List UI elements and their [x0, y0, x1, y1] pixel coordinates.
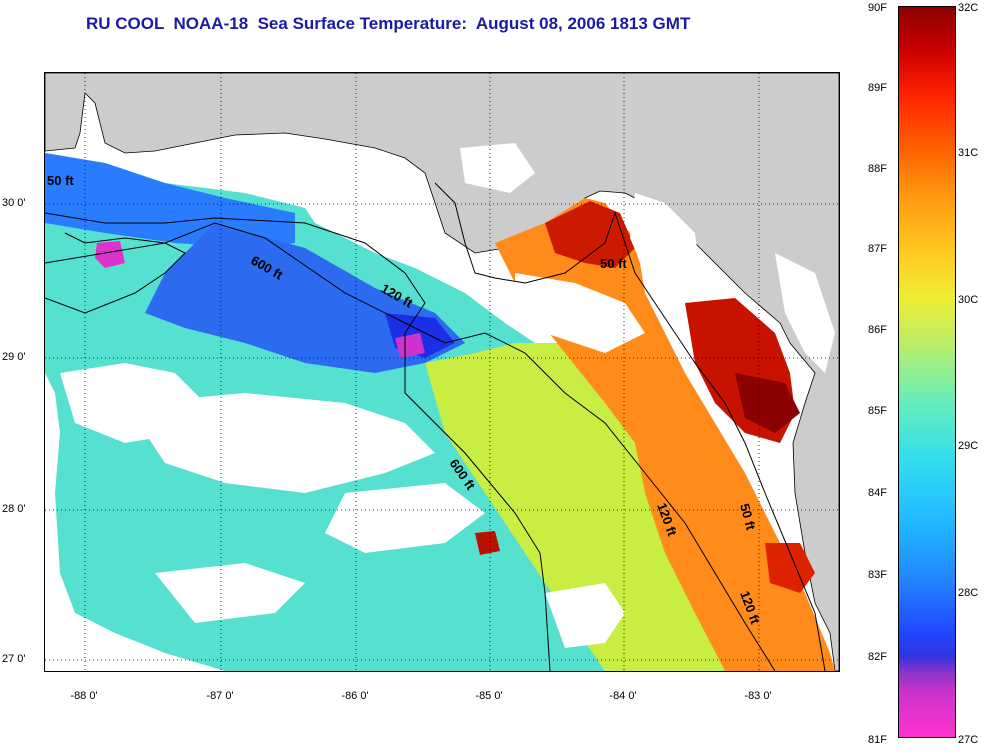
cb-label-27c: 27C: [958, 734, 979, 746]
temperature-colorbar: [898, 6, 956, 738]
map-title: RU COOL NOAA-18 Sea Surface Temperature:…: [86, 14, 691, 33]
cb-label-85f: 85F: [868, 405, 887, 417]
sst-magenta-spot-2: [395, 333, 425, 358]
cloud-patch-1: [290, 163, 440, 268]
cloud-patch-7: [155, 563, 305, 623]
cloud-patch-6: [545, 583, 625, 648]
sst-hot-spot-small: [475, 531, 500, 555]
lon-label-86: -86 0': [341, 690, 369, 702]
cb-label-31c: 31C: [958, 147, 979, 159]
lon-label-87: -87 0': [206, 690, 234, 702]
cb-label-32c: 32C: [958, 2, 979, 14]
cb-label-81f: 81F: [868, 734, 887, 746]
sst-hot-core-3: [735, 373, 800, 433]
cloud-patch-9: [775, 253, 835, 373]
lat-label-27: 27 0': [2, 653, 26, 665]
lat-label-30: 30 0': [2, 197, 26, 209]
cb-label-84f: 84F: [868, 487, 887, 499]
contour-label-50ft-west: 50 ft: [47, 173, 74, 188]
lon-label-84: -84 0': [609, 690, 637, 702]
sst-hot-core-4: [765, 543, 815, 593]
cb-label-88f: 88F: [868, 163, 887, 175]
contour-label-50ft-coast: 50 ft: [737, 502, 759, 532]
cb-label-82f: 82F: [868, 651, 887, 663]
sst-magenta-spot-1: [95, 241, 125, 268]
sst-map[interactable]: 50 ft 600 ft 120 ft 50 ft 120 ft 600 ft …: [44, 72, 840, 672]
lat-label-29: 29 0': [2, 351, 26, 363]
cb-label-87f: 87F: [868, 243, 887, 255]
cb-label-90f: 90F: [868, 2, 887, 14]
sst-hot-core-1: [545, 201, 635, 268]
cloud-patch-8: [630, 193, 700, 288]
cb-label-29c: 29C: [958, 440, 979, 452]
graticule: [45, 73, 839, 671]
cb-label-86f: 86F: [868, 324, 887, 336]
cloud-patch-10: [460, 143, 535, 193]
lon-label-85: -85 0': [475, 690, 503, 702]
lon-label-83: -83 0': [744, 690, 772, 702]
cb-label-83f: 83F: [868, 569, 887, 581]
sst-cool-band: [45, 153, 295, 248]
contour-label-50ft-bigbend: 50 ft: [600, 256, 627, 271]
cb-label-28c: 28C: [958, 587, 979, 599]
cloud-patch-5: [515, 273, 645, 353]
cb-label-89f: 89F: [868, 82, 887, 94]
cb-label-30c: 30C: [958, 294, 979, 306]
cloud-patch-4: [325, 483, 485, 553]
depth-contours: [45, 182, 826, 671]
lat-label-28: 28 0': [2, 503, 26, 515]
cloud-patch-3: [135, 393, 435, 493]
sst-cool-band-2: [145, 223, 465, 373]
lon-label-88: -88 0': [70, 690, 98, 702]
